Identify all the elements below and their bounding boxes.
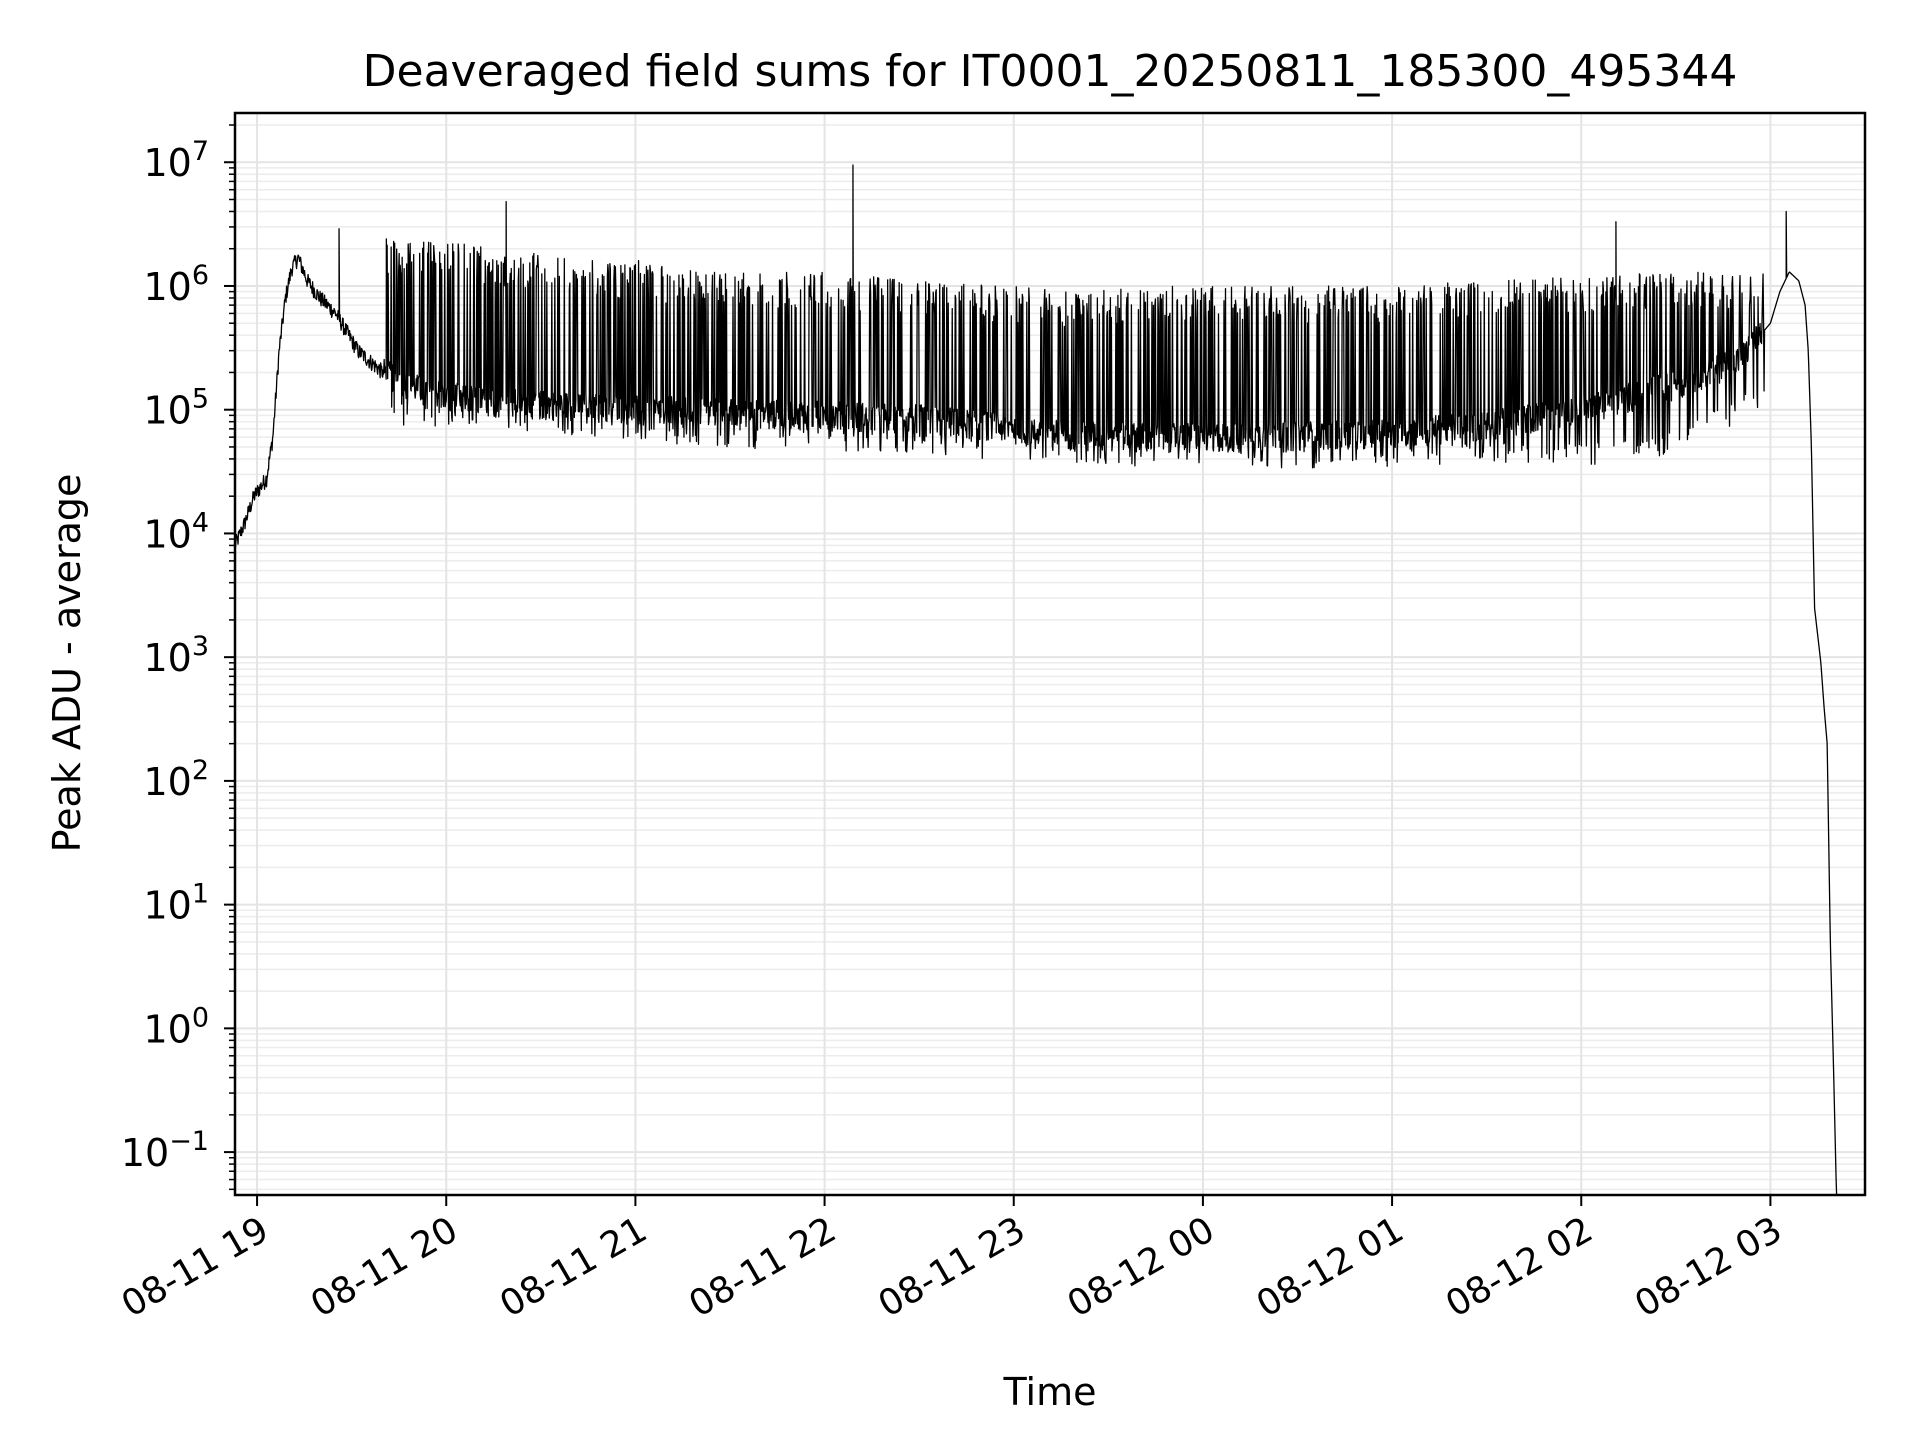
chart-title: Deaveraged field sums for IT0001_2025081… — [363, 46, 1738, 97]
y-tick-label: 107 — [143, 136, 209, 185]
y-tick-label: 10−1 — [121, 1126, 209, 1175]
plot-area — [234, 164, 1838, 1196]
y-tick-label: 105 — [143, 384, 209, 433]
y-tick-label: 102 — [143, 755, 209, 804]
x-axis-label: Time — [1003, 1370, 1097, 1414]
y-tick-label: 101 — [143, 879, 209, 928]
plot-frame — [233, 111, 1867, 1197]
y-tick-label: 103 — [143, 631, 209, 680]
y-axis-label: Peak ADU - average — [45, 474, 89, 853]
data-series-line — [234, 164, 1838, 1196]
y-tick-label: 100 — [143, 1002, 209, 1051]
y-tick-label: 106 — [143, 260, 209, 309]
y-tick-label: 104 — [143, 507, 209, 556]
